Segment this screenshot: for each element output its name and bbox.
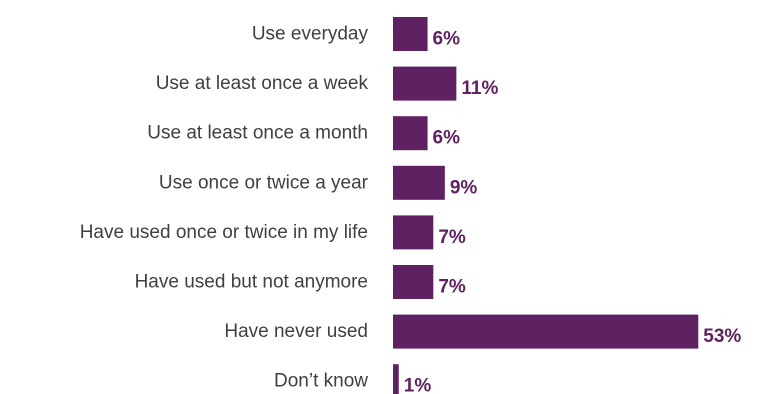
bars xyxy=(393,17,699,394)
bar-0 xyxy=(393,17,428,51)
value-label-1: 11% xyxy=(461,78,498,99)
bar-1 xyxy=(393,66,457,101)
value-label-4: 7% xyxy=(438,227,466,248)
value-label-7: 1% xyxy=(404,376,432,394)
bar-4 xyxy=(393,215,434,250)
category-labels: Use everyday Use at least once a week Use … xyxy=(80,24,369,392)
category-label-1: Use at least once a week xyxy=(156,73,369,94)
category-label-6: Have never used xyxy=(224,321,368,342)
bar-7 xyxy=(393,364,399,394)
value-labels: 6% 11% 6% 9% 7% 7% 53% 1% xyxy=(404,29,742,394)
value-label-0: 6% xyxy=(433,29,461,50)
category-label-7: Don’t know xyxy=(274,371,368,392)
value-label-6: 53% xyxy=(703,326,741,347)
bar-2 xyxy=(393,116,428,151)
value-label-5: 7% xyxy=(438,277,466,298)
category-label-2: Use at least once a month xyxy=(147,123,368,144)
bar-3 xyxy=(393,165,445,200)
category-label-5: Have used but not anymore xyxy=(135,272,368,293)
category-label-4: Have used once or twice in my life xyxy=(80,222,368,243)
bar-5 xyxy=(393,265,434,299)
bar-6 xyxy=(393,314,699,349)
value-label-3: 9% xyxy=(450,177,478,198)
value-label-2: 6% xyxy=(433,128,461,149)
category-label-0: Use everyday xyxy=(252,24,369,45)
category-label-3: Use once or twice a year xyxy=(159,172,369,193)
